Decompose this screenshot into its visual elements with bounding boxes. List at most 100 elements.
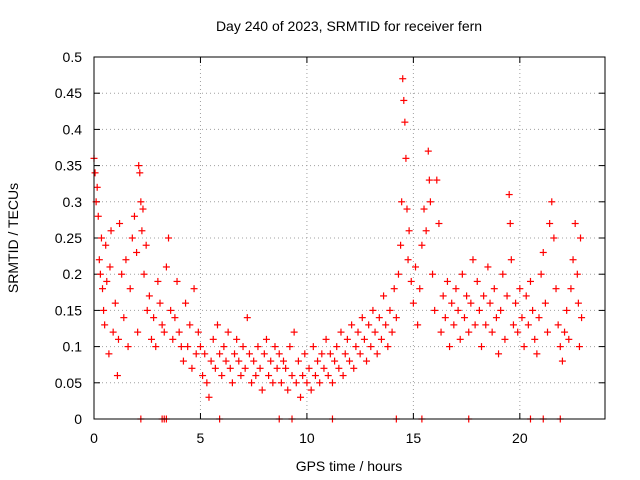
data-point <box>520 343 528 351</box>
data-point <box>106 263 114 271</box>
data-point <box>548 198 556 206</box>
data-point <box>371 328 379 336</box>
data-point <box>271 343 279 351</box>
data-point <box>101 321 109 329</box>
data-point <box>128 234 136 242</box>
data-point <box>469 256 477 264</box>
data-point <box>311 372 319 380</box>
data-point <box>188 364 196 372</box>
data-point <box>196 343 204 351</box>
data-point <box>152 343 160 351</box>
data-point <box>350 364 358 372</box>
y-tick-label: 0.15 <box>55 302 82 318</box>
data-point <box>414 321 422 329</box>
data-point <box>220 343 228 351</box>
data-point <box>397 241 405 249</box>
data-point <box>269 379 277 387</box>
data-point <box>495 350 503 358</box>
data-point <box>439 292 447 300</box>
data-point <box>446 343 454 351</box>
data-point <box>405 227 413 235</box>
data-point <box>103 277 111 285</box>
data-point <box>138 227 146 235</box>
data-point <box>133 248 141 256</box>
data-point <box>544 328 552 336</box>
data-point <box>328 379 336 387</box>
data-point <box>316 379 324 387</box>
data-point <box>365 321 373 329</box>
data-point <box>99 285 107 293</box>
data-point <box>429 270 437 278</box>
data-point <box>465 328 473 336</box>
data-point <box>243 314 251 322</box>
data-point <box>294 357 302 365</box>
data-point <box>448 299 456 307</box>
data-point <box>490 285 498 293</box>
data-point <box>107 227 115 235</box>
data-point <box>154 277 162 285</box>
data-point <box>574 299 582 307</box>
data-point <box>460 314 468 322</box>
data-point <box>192 350 200 358</box>
data-point <box>565 335 573 343</box>
data-point <box>426 198 434 206</box>
data-point <box>95 256 103 264</box>
data-point <box>382 321 390 329</box>
data-point <box>288 372 296 380</box>
data-point <box>401 118 409 126</box>
data-point <box>352 343 360 351</box>
data-point <box>514 328 522 336</box>
plot-frame <box>93 56 606 420</box>
data-point <box>279 357 287 365</box>
data-point <box>136 169 144 177</box>
data-point <box>343 335 351 343</box>
data-point <box>284 386 292 394</box>
data-point <box>260 350 268 358</box>
data-point <box>418 241 426 249</box>
data-point <box>130 212 138 220</box>
data-point <box>433 176 441 184</box>
data-point <box>575 343 583 351</box>
data-point <box>134 328 142 336</box>
data-point <box>516 285 524 293</box>
data-point <box>402 154 410 162</box>
data-point <box>552 285 560 293</box>
data-point <box>554 321 562 329</box>
data-point <box>380 292 388 300</box>
data-point <box>335 364 343 372</box>
y-tick-label: 0.5 <box>63 49 83 65</box>
data-point <box>563 306 571 314</box>
data-point <box>194 328 202 336</box>
data-point <box>354 328 362 336</box>
chart-title: Day 240 of 2023, SRMTID for receiver fer… <box>216 18 482 34</box>
data-point <box>262 335 270 343</box>
data-point <box>484 263 492 271</box>
data-point <box>184 343 192 351</box>
data-point <box>171 314 179 322</box>
data-point <box>409 299 417 307</box>
data-point <box>533 350 541 358</box>
x-tick-label: 5 <box>197 430 205 446</box>
data-point <box>377 335 385 343</box>
data-point <box>305 364 313 372</box>
data-point <box>142 241 150 249</box>
data-point <box>297 393 305 401</box>
data-point <box>454 306 462 314</box>
data-point <box>167 306 175 314</box>
data-point <box>403 205 411 213</box>
data-point <box>578 314 586 322</box>
data-point <box>398 198 406 206</box>
y-tick-label: 0.2 <box>63 266 83 282</box>
data-point <box>346 357 353 365</box>
data-point <box>97 234 105 242</box>
data-point <box>162 263 170 271</box>
data-point <box>292 379 300 387</box>
data-point <box>147 335 155 343</box>
x-tick-label: 15 <box>406 430 422 446</box>
y-axis-label: SRMTID / TECUs <box>5 183 21 293</box>
data-point <box>531 335 539 343</box>
data-point <box>518 314 526 322</box>
y-tick-label: 0.4 <box>63 121 83 137</box>
